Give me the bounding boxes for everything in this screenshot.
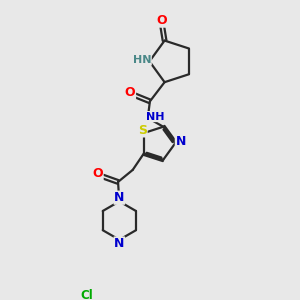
Text: O: O <box>125 86 136 99</box>
Text: N: N <box>114 191 124 204</box>
Text: N: N <box>176 135 186 148</box>
Text: O: O <box>92 167 103 180</box>
Text: O: O <box>157 14 167 27</box>
Text: S: S <box>138 124 147 137</box>
Text: N: N <box>114 237 124 250</box>
Text: NH: NH <box>146 112 164 122</box>
Text: HN: HN <box>133 55 151 65</box>
Text: Cl: Cl <box>80 289 93 300</box>
